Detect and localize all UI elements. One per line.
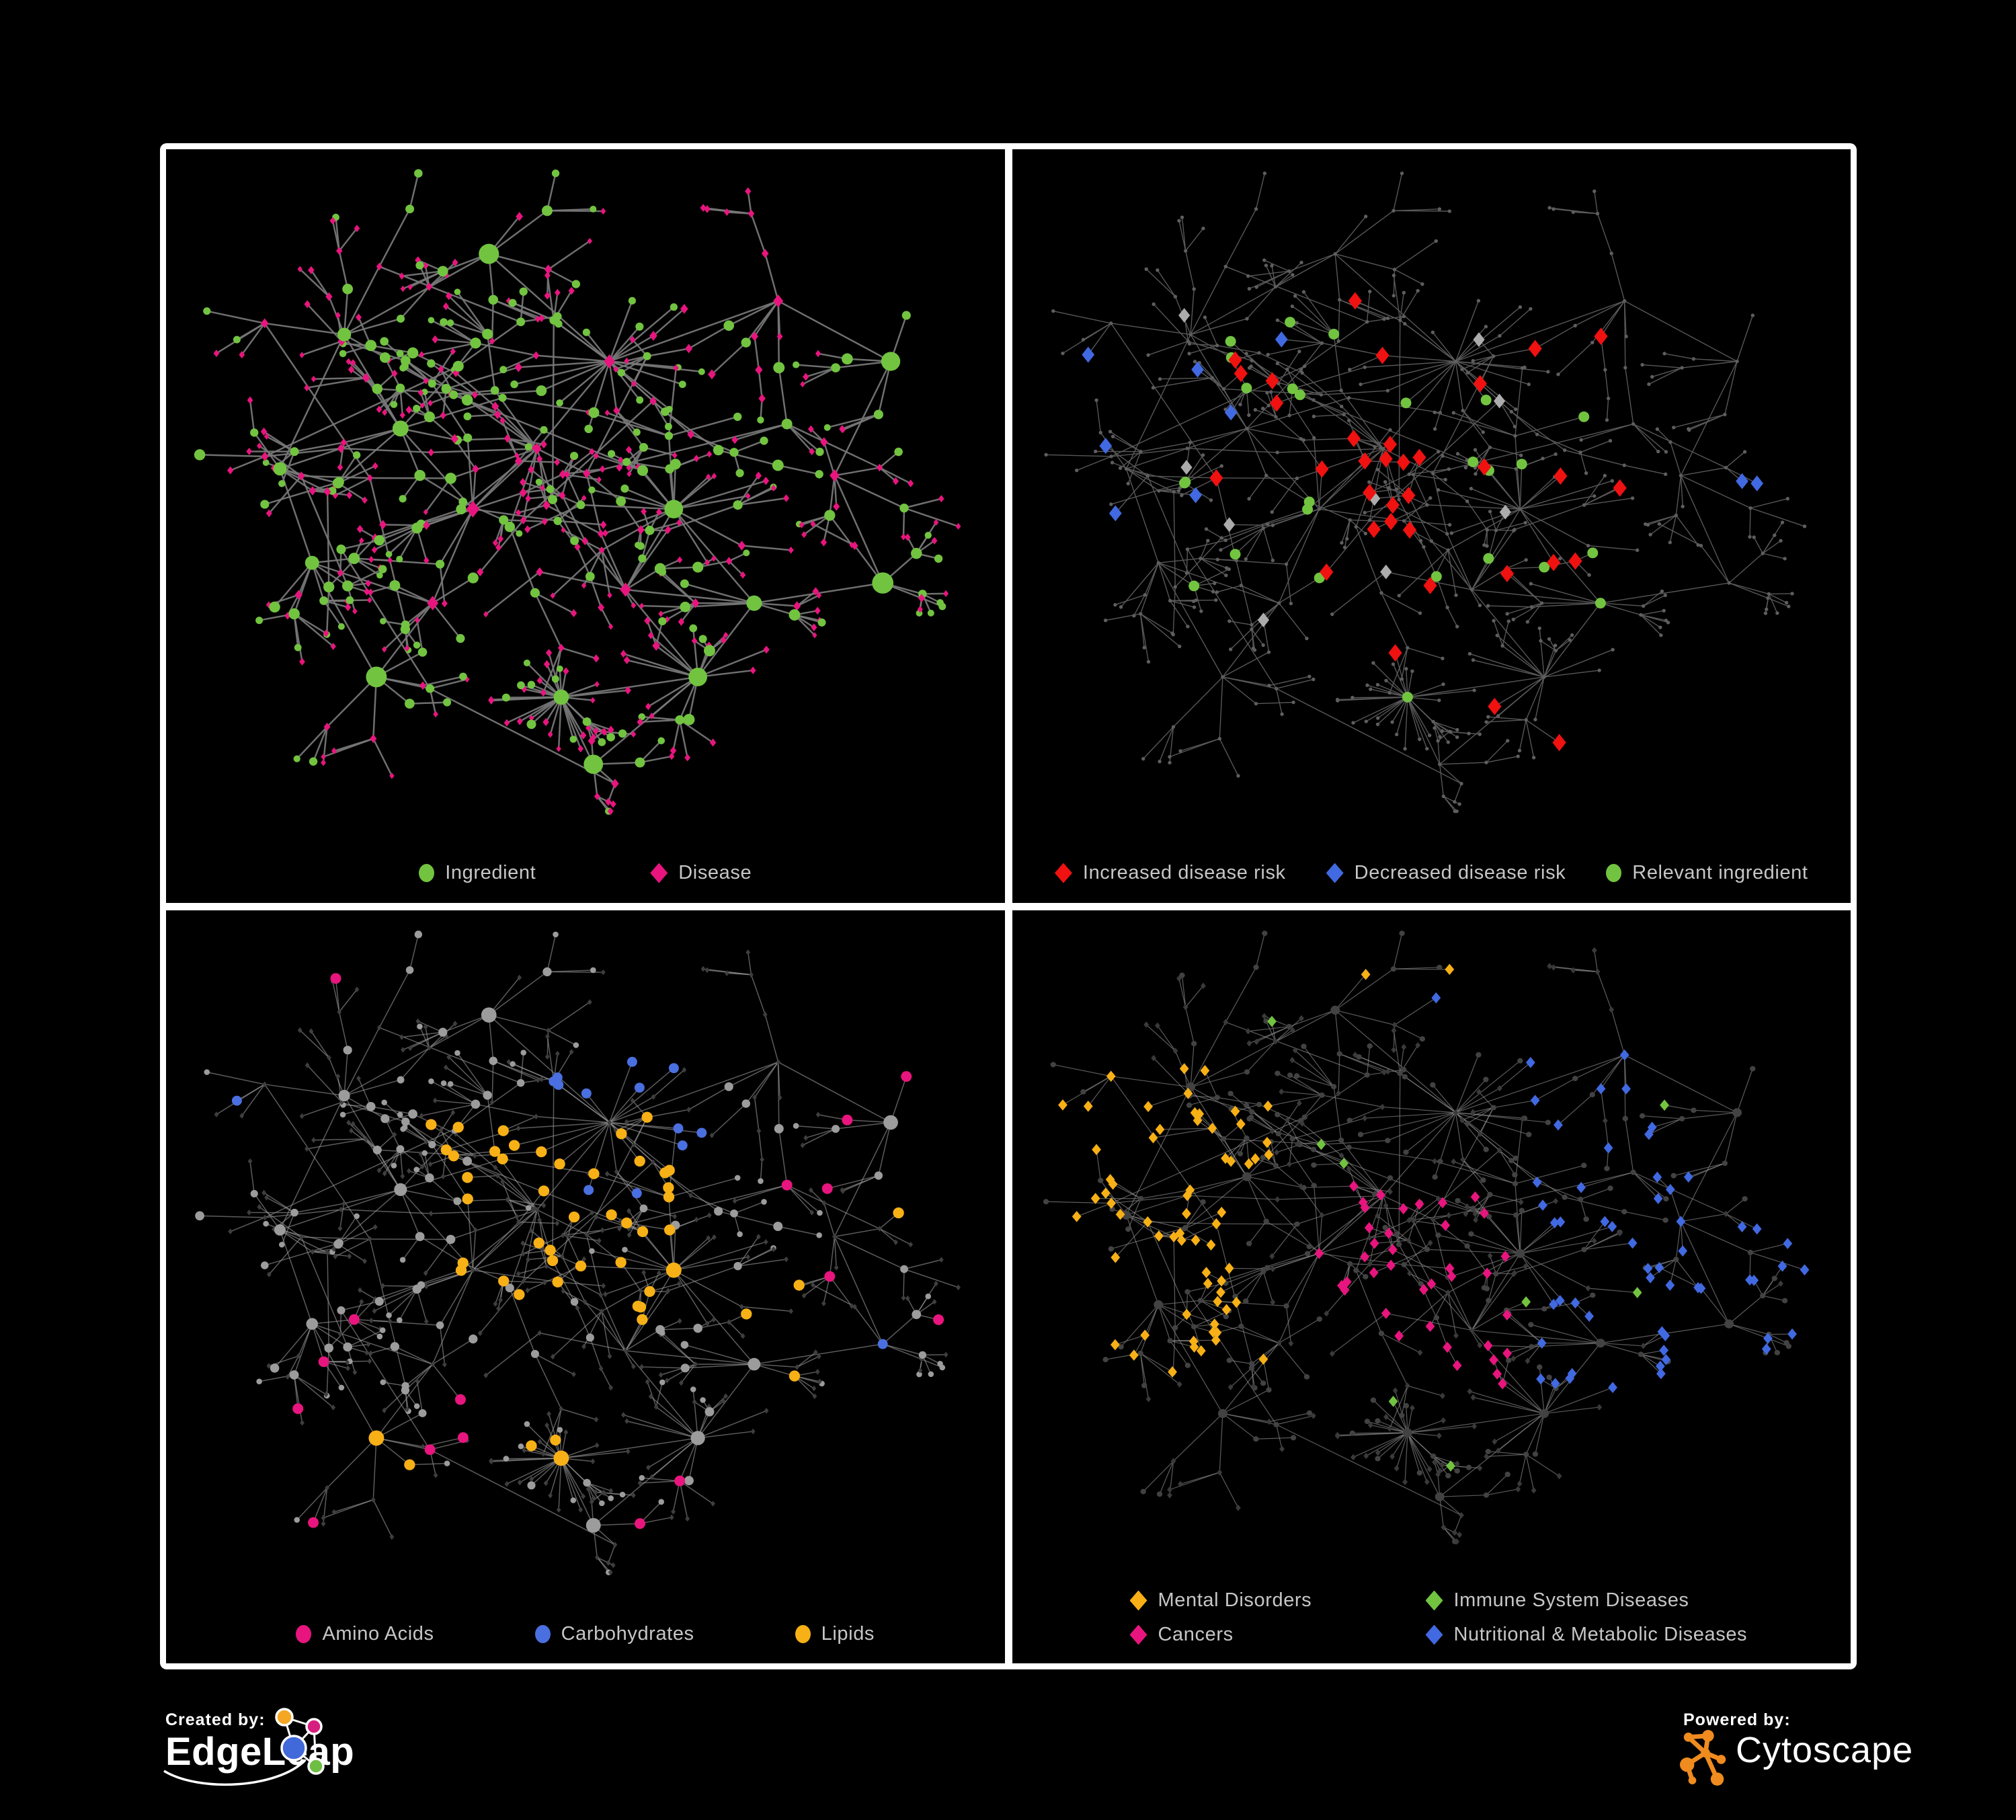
legend-item-disease: Disease bbox=[650, 862, 752, 884]
amino-acids-swatch-icon bbox=[296, 1624, 312, 1643]
legend-item-decreased-risk: Decreased disease risk bbox=[1326, 862, 1566, 884]
edgeleap-logo: Created by: EdgeLeap bbox=[160, 1706, 402, 1797]
cytoscape-wordmark: Cytoscape bbox=[1736, 1730, 1914, 1770]
network-canvas-disease-risk bbox=[1043, 171, 1806, 814]
decreased-risk-swatch-icon bbox=[1326, 863, 1344, 883]
legend-item-mental-disorders: Mental Disorders bbox=[1129, 1589, 1426, 1612]
immune-diseases-swatch-icon bbox=[1425, 1590, 1443, 1611]
powered-by-label: Powered by: bbox=[1683, 1710, 1791, 1729]
legend-item-lipids: Lipids bbox=[795, 1623, 875, 1645]
edgeleap-wordmark: EdgeLeap bbox=[165, 1730, 355, 1774]
legend-item-cancers: Cancers bbox=[1129, 1624, 1426, 1646]
panel-macronutrients: Amino Acids Carbohydrates Lipids bbox=[166, 910, 1005, 1663]
cancers-swatch-icon bbox=[1129, 1624, 1147, 1645]
panel-ingredient-disease: Ingredient Disease bbox=[166, 149, 1005, 903]
legend-item-increased-risk: Increased disease risk bbox=[1054, 862, 1286, 884]
ingredient-swatch-icon bbox=[419, 864, 435, 882]
legend-label-carbohydrates: Carbohydrates bbox=[561, 1622, 694, 1645]
legend-label-nutritional-diseases: Nutritional & Metabolic Diseases bbox=[1453, 1624, 1748, 1645]
legend-item-immune-diseases: Immune System Diseases bbox=[1425, 1589, 1748, 1612]
legend-ingredient-disease: Ingredient Disease bbox=[166, 844, 1005, 903]
legend-label-mental-disorders: Mental Disorders bbox=[1158, 1589, 1312, 1611]
panel-disease-risk: Increased disease risk Decreased disease… bbox=[1012, 149, 1851, 903]
legend-item-carbohydrates: Carbohydrates bbox=[534, 1622, 694, 1645]
legend-item-nutritional-diseases: Nutritional & Metabolic Diseases bbox=[1425, 1624, 1748, 1646]
lipids-swatch-icon bbox=[795, 1624, 811, 1643]
relevant-ingredient-swatch-icon bbox=[1606, 864, 1622, 882]
legend-label-cancers: Cancers bbox=[1158, 1624, 1234, 1645]
nutritional-diseases-swatch-icon bbox=[1425, 1624, 1443, 1645]
legend-item-amino-acids: Amino Acids bbox=[296, 1623, 434, 1645]
legend-label-disease: Disease bbox=[678, 862, 752, 883]
legend-label-relevant-ingredient: Relevant ingredient bbox=[1632, 862, 1808, 883]
carbohydrates-swatch-icon bbox=[534, 1624, 551, 1643]
legend-macronutrients: Amino Acids Carbohydrates Lipids bbox=[166, 1604, 1005, 1663]
legend-item-ingredient: Ingredient bbox=[419, 862, 536, 884]
legend-label-amino-acids: Amino Acids bbox=[322, 1622, 434, 1645]
network-canvas-disease-categories bbox=[1043, 930, 1809, 1545]
increased-risk-swatch-icon bbox=[1054, 863, 1072, 883]
panel-disease-categories: Mental Disorders Immune System Diseases … bbox=[1012, 910, 1851, 1663]
legend-label-increased-risk: Increased disease risk bbox=[1082, 862, 1286, 883]
legend-disease-categories: Mental Disorders Immune System Diseases … bbox=[1012, 1572, 1851, 1663]
cytoscape-network-icon bbox=[1679, 1730, 1726, 1786]
mental-disorders-swatch-icon bbox=[1129, 1590, 1147, 1611]
legend-label-ingredient: Ingredient bbox=[445, 862, 536, 883]
disease-swatch-icon bbox=[650, 863, 668, 883]
network-canvas-macronutrients bbox=[195, 930, 961, 1575]
network-canvas-ingredient-disease bbox=[194, 169, 961, 816]
legend-label-lipids: Lipids bbox=[821, 1622, 875, 1645]
legend-item-relevant-ingredient: Relevant ingredient bbox=[1606, 862, 1808, 884]
created-by-label: Created by: bbox=[165, 1710, 266, 1729]
legend-disease-risk: Increased disease risk Decreased disease… bbox=[1012, 844, 1851, 903]
legend-label-immune-diseases: Immune System Diseases bbox=[1453, 1589, 1689, 1611]
legend-label-decreased-risk: Decreased disease risk bbox=[1354, 862, 1566, 883]
cytoscape-logo: Powered by: Cytoscape bbox=[1678, 1706, 1974, 1797]
panel-grid: Ingredient Disease Increased disease ris… bbox=[160, 143, 1857, 1669]
